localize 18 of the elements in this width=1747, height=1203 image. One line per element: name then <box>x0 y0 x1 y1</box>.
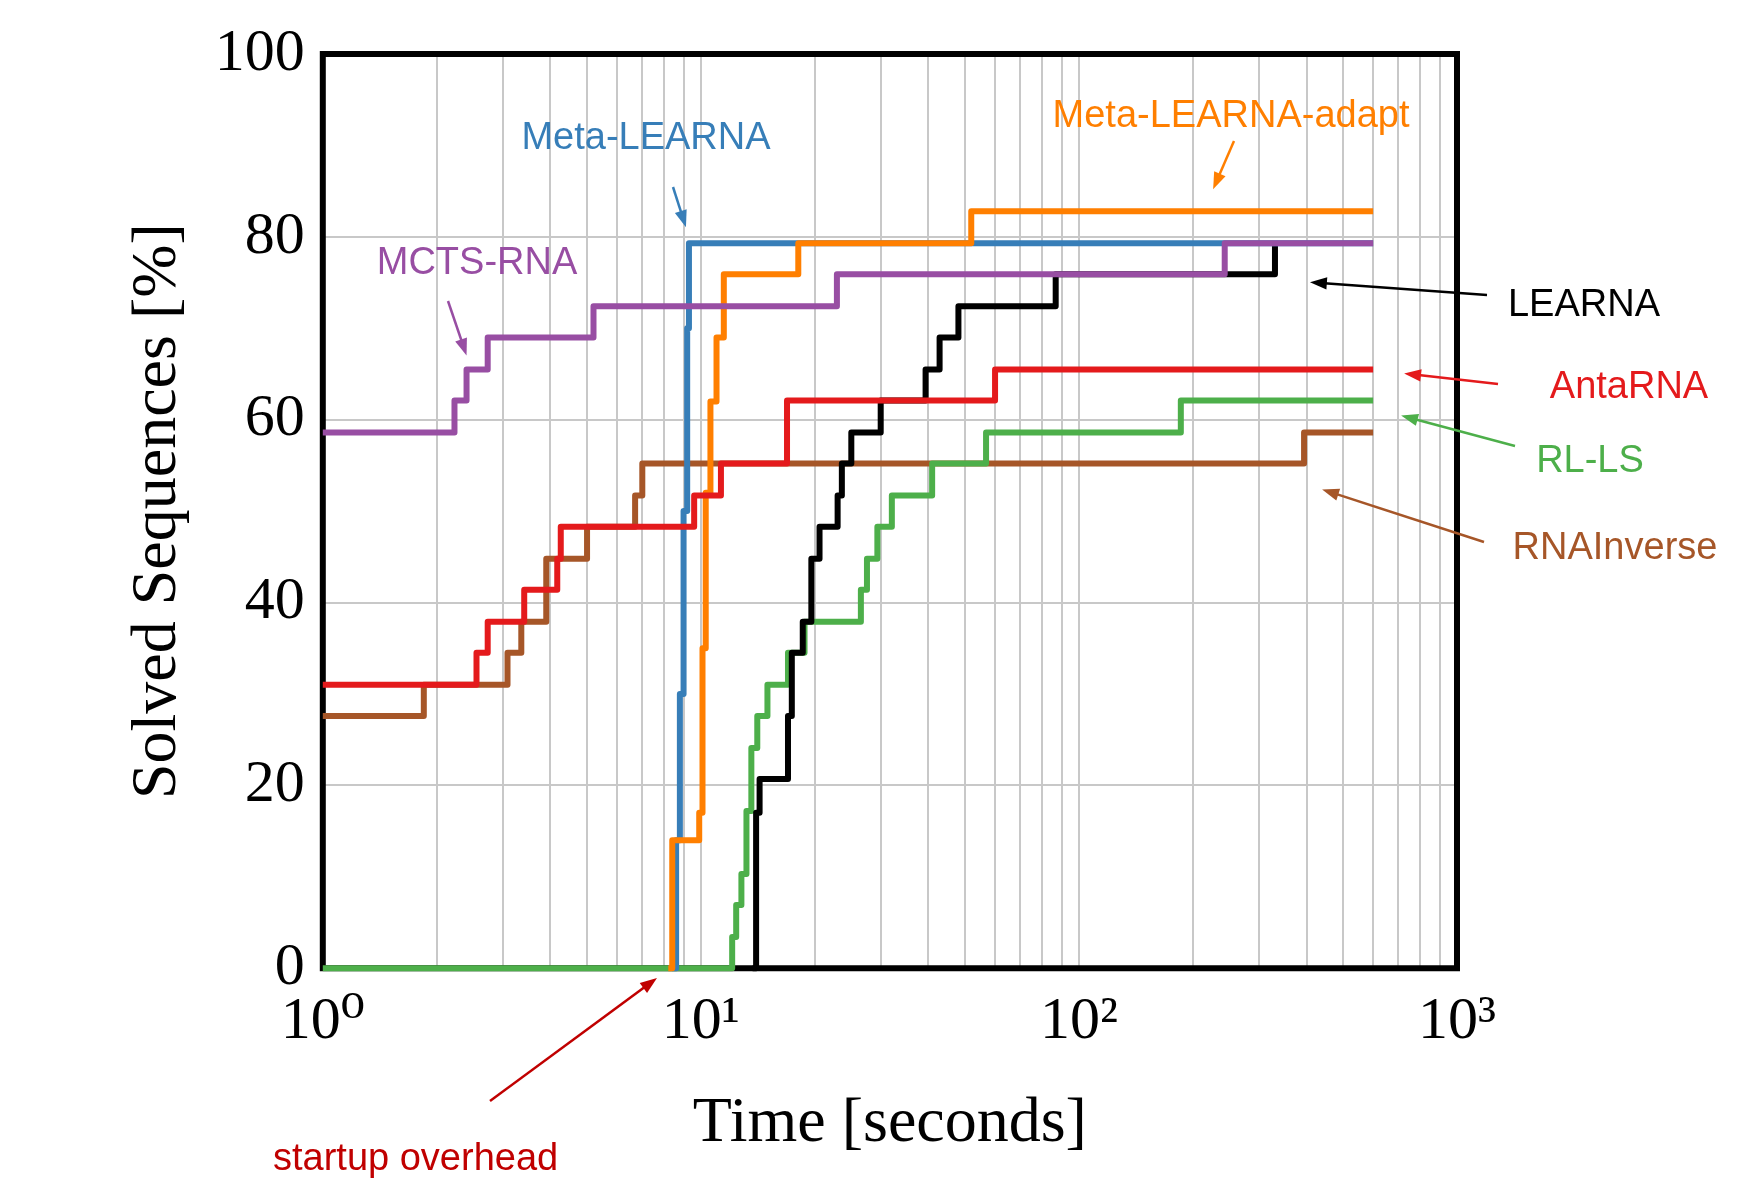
x-tick-label: 10³ <box>1418 984 1496 1051</box>
series-label: MCTS-RNA <box>376 240 578 283</box>
y-tick-label: 60 <box>244 382 305 449</box>
x-axis-title: Time [seconds] <box>692 1084 1087 1156</box>
y-tick-label: 80 <box>244 199 305 266</box>
text: startup overhead <box>273 1136 559 1179</box>
series-label: Meta-LEARNA-adapt <box>1052 93 1410 136</box>
y-tick-label: 20 <box>244 748 305 815</box>
x-tick-label: 10² <box>1039 984 1118 1051</box>
text: RNAInverse <box>1512 525 1718 568</box>
legend-label: LEARNA <box>1507 282 1661 325</box>
y-axis-title: Solved Sequences [%] <box>118 223 190 800</box>
text: RL-LS <box>1536 438 1644 481</box>
legend-label: AntaRNA <box>1549 364 1709 407</box>
x-tick-label: 10¹ <box>661 984 740 1051</box>
text: Meta-LEARNA <box>521 115 772 158</box>
y-tick-label: 100 <box>214 16 305 83</box>
y-tick-label: 40 <box>244 565 305 632</box>
